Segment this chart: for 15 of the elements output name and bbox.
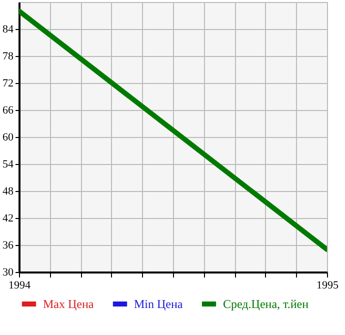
y-tick-label: 78 bbox=[2, 50, 14, 62]
y-tick-label: 54 bbox=[2, 158, 14, 170]
y-tick-label: 42 bbox=[2, 212, 14, 224]
y-tick-label: 30 bbox=[2, 266, 14, 278]
y-tick-label: 66 bbox=[2, 104, 14, 116]
legend-label: Max Цена bbox=[43, 297, 94, 311]
x-tick-label: 1995 bbox=[316, 280, 339, 292]
legend-label: Min Цена bbox=[134, 297, 184, 311]
x-tick-label: 1994 bbox=[8, 280, 31, 292]
y-tick-label: 48 bbox=[2, 186, 14, 198]
legend-label: Сред.Цена, т.йен bbox=[223, 297, 310, 311]
y-tick-label: 84 bbox=[2, 24, 14, 36]
y-tick-label: 72 bbox=[2, 78, 14, 90]
y-tick-label: 36 bbox=[2, 240, 14, 252]
y-tick-label: 60 bbox=[2, 132, 14, 144]
